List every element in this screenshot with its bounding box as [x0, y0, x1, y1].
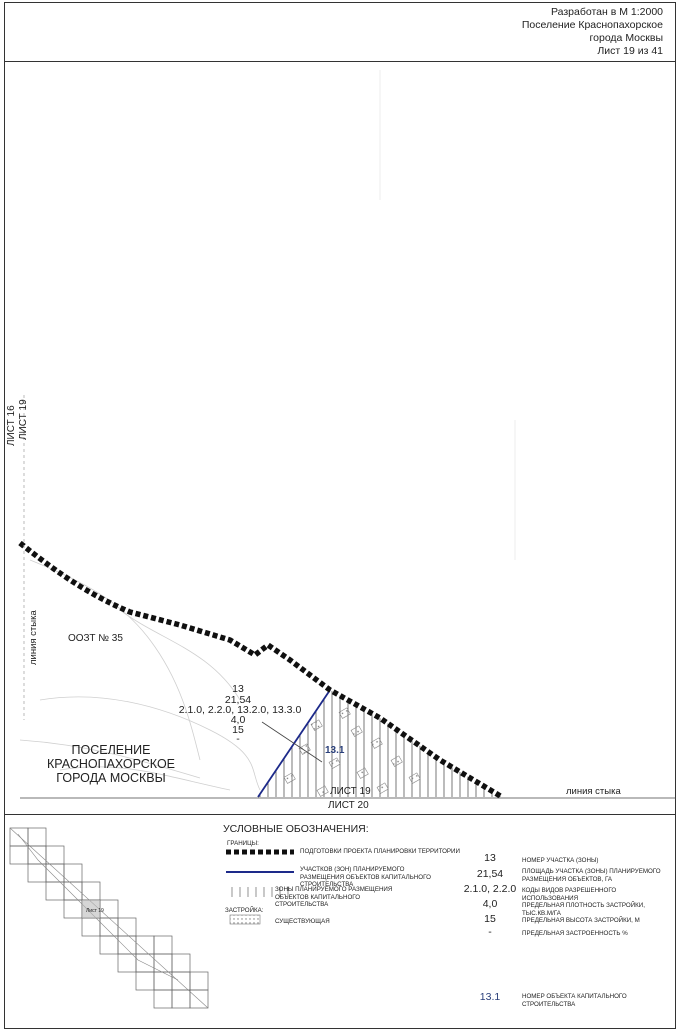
legend-object-value: 13.1: [479, 991, 501, 1003]
sheet-bottom-label: ЛИСТ 20: [328, 800, 369, 811]
legend-zones-text: ЗОНЫ ПЛАНИРУЕМОГО РАЗМЕЩЕНИЯ ОБЪЕКТОВ КА…: [275, 886, 393, 908]
legend-row-value: 2.1.0, 2.2.0: [463, 883, 517, 895]
legend-buildings-heading: ЗАСТРОЙКА:: [225, 907, 264, 914]
zone-number: 13: [232, 683, 244, 695]
ozt-label: ООЗТ № 35: [68, 633, 123, 644]
faint-grid: [379, 70, 516, 560]
legend-borders-heading: ГРАНИЦЫ:: [227, 840, 259, 847]
index-current-sheet: Лист 19: [86, 908, 104, 914]
zone-codes: 2.1.0, 2.2.0, 13.2.0, 13.3.0: [178, 704, 302, 716]
object-number-label: 13.1: [325, 745, 345, 756]
zone-height: 15: [232, 724, 244, 736]
legend-frame: [4, 814, 676, 1029]
terrain-contours: [19, 559, 261, 791]
zone-area: 21,54: [224, 694, 252, 706]
legend-row-desc: ПРЕДЕЛЬНАЯ ПЛОТНОСТЬ ЗАСТРОЙКИ, ТЫС.КВ.М…: [522, 902, 645, 917]
sheet-number: Лист 19 из 41: [597, 45, 663, 57]
legend-plots-text: УЧАСТКОВ (ЗОН) ПЛАНИРУЕМОГО РАЗМЕЩЕНИЯ О…: [300, 866, 431, 888]
legend-symbols: [226, 849, 294, 925]
header-block: Разработан в М 1:2000 Поселение Краснопа…: [522, 6, 663, 58]
sheet-index-map: Лист 19: [9, 827, 209, 1009]
settlement-name: Поселение Краснопахорское: [521, 19, 663, 31]
junction-left-label: линия стыка: [28, 610, 39, 665]
legend-row-desc: ПРЕДЕЛЬНАЯ ВЫСОТА ЗАСТРОЙКИ, М: [522, 917, 640, 924]
legend-row-value: 13: [484, 852, 496, 864]
map-drawing: [18, 70, 676, 800]
legend-row-desc: ПРЕДЕЛЬНАЯ ЗАСТРОЕННОСТЬ %: [522, 930, 628, 937]
city-name: города Москвы: [589, 32, 663, 44]
sheet-left-bottom-label: ЛИСТ 19: [18, 399, 29, 440]
legend-project-border-text: ПОДГОТОВКИ ПРОЕКТА ПЛАНИРОВКИ ТЕРРИТОРИИ: [300, 848, 460, 855]
legend-row-desc: ПЛОЩАДЬ УЧАСТКА (ЗОНЫ) ПЛАНИРУЕМОГО РАЗМ…: [522, 868, 661, 883]
junction-bottom-label: линия стыка: [566, 786, 621, 797]
legend-existing-symbol: [229, 914, 261, 925]
legend-zone-symbol: [230, 887, 290, 897]
legend-row-desc: НОМЕР УЧАСТКА (ЗОНЫ): [522, 857, 599, 864]
legend-object-desc: НОМЕР ОБЪЕКТА КАПИТАЛЬНОГО СТРОИТЕЛЬСТВА: [522, 993, 627, 1008]
legend-row-value: 15: [484, 913, 496, 925]
scale-note: Разработан в М 1:2000: [550, 6, 663, 18]
settlement-line-3: ГОРОДА МОСКВЫ: [56, 771, 166, 785]
settlement-label: ПОСЕЛЕНИЕ КРАСНОПАХОРСКОЕ ГОРОДА МОСКВЫ: [26, 743, 196, 785]
sheet-bottom-top-label: ЛИСТ 19: [330, 786, 371, 797]
settlement-line-2: КРАСНОПАХОРСКОЕ: [46, 757, 175, 771]
leader-line: [261, 721, 323, 763]
legend-existing-text: СУЩЕСТВУЮЩАЯ: [275, 918, 330, 925]
zone-density: 4,0: [230, 714, 246, 726]
legend-row-value: -: [488, 926, 492, 938]
zone-coverage: -: [236, 733, 240, 745]
project-border: [18, 540, 504, 800]
existing-buildings: [283, 707, 421, 797]
legend-row-value: 4,0: [482, 898, 498, 910]
legend-row-value: 21,54: [476, 868, 504, 880]
legend-row-desc: КОДЫ ВИДОВ РАЗРЕШЕННОГО ИСПОЛЬЗОВАНИЯ: [522, 887, 617, 902]
settlement-line-1: ПОСЕЛЕНИЕ: [71, 743, 151, 757]
sheet-left-top-label: ЛИСТ 16: [6, 405, 17, 446]
legend-title: УСЛОВНЫЕ ОБОЗНАЧЕНИЯ:: [223, 823, 369, 835]
